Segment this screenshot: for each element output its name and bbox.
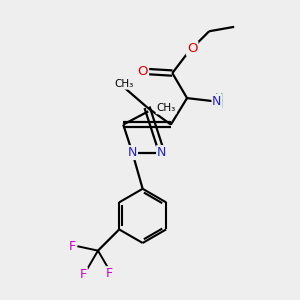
- Text: H: H: [214, 92, 223, 103]
- Text: CH₃: CH₃: [114, 79, 133, 89]
- Text: O: O: [138, 65, 148, 78]
- Text: N: N: [212, 94, 221, 107]
- Text: O: O: [187, 42, 197, 55]
- Text: F: F: [106, 267, 113, 280]
- Text: F: F: [80, 268, 87, 281]
- Text: N: N: [157, 146, 167, 159]
- Text: H: H: [214, 100, 223, 110]
- Text: F: F: [68, 240, 76, 253]
- Text: N: N: [128, 146, 137, 159]
- Text: CH₃: CH₃: [157, 103, 176, 113]
